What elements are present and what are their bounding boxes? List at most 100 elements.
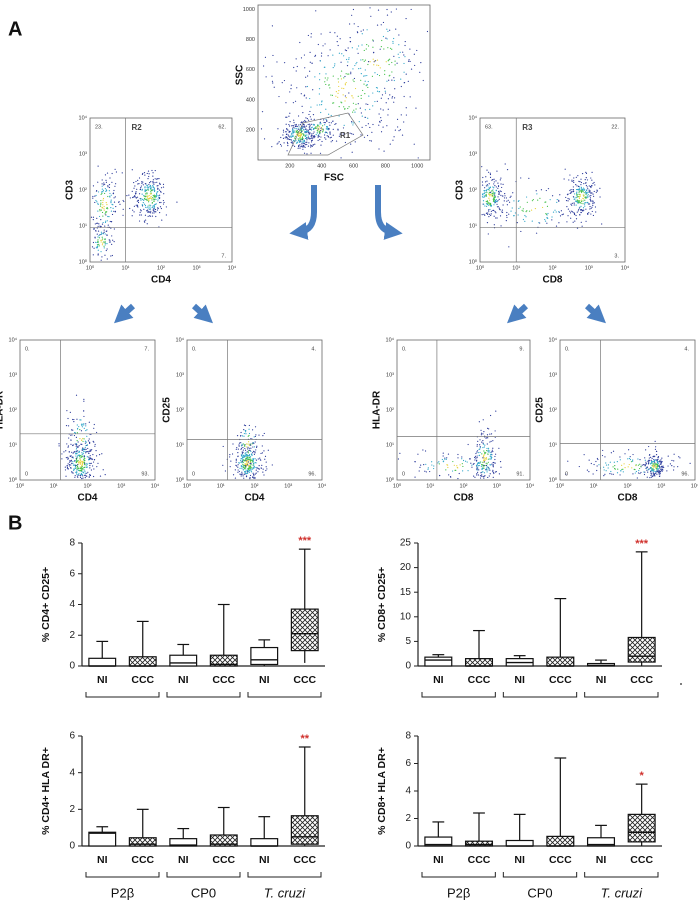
event-dot (658, 472, 660, 474)
event-dot (340, 61, 342, 63)
x-axis-label: CD4 (244, 493, 264, 504)
event-dot (81, 426, 84, 428)
event-dot (95, 247, 97, 249)
x-tick-label: 10⁰ (16, 482, 25, 489)
event-dot (307, 131, 309, 133)
event-dot (240, 473, 243, 475)
event-dot (485, 189, 488, 191)
event-dot (94, 241, 97, 243)
event-dot (492, 440, 494, 442)
event-dot (312, 114, 315, 116)
event-dot (131, 215, 133, 217)
event-dot (64, 469, 67, 471)
event-dot (67, 425, 70, 427)
event-dot (407, 60, 410, 62)
event-dot (76, 452, 78, 454)
event-dot (409, 48, 411, 50)
event-dot (101, 223, 104, 225)
event-dot (576, 211, 578, 213)
event-dot (306, 129, 308, 131)
event-dot (281, 82, 283, 84)
event-dot (596, 190, 599, 192)
event-dot (344, 75, 346, 78)
event-dot (82, 447, 84, 449)
event-dot (654, 470, 656, 473)
event-dot (350, 73, 352, 75)
event-dot (96, 466, 98, 468)
event-dot (565, 473, 567, 475)
event-dot (657, 457, 659, 459)
event-dot (78, 445, 80, 447)
event-dot (365, 48, 367, 50)
event-dot (355, 108, 357, 110)
event-dot (531, 200, 534, 202)
event-dot (66, 468, 69, 470)
event-dot (102, 238, 104, 240)
event-dot (616, 460, 618, 463)
event-dot (489, 452, 491, 454)
event-dot (136, 205, 138, 207)
event-dot (236, 435, 239, 437)
event-dot (388, 75, 390, 77)
event-dot (544, 220, 547, 222)
event-dot (597, 458, 599, 461)
event-dot (332, 120, 334, 122)
event-dot (578, 180, 580, 182)
event-dot (488, 189, 490, 191)
event-dot (303, 142, 305, 145)
event-dot (88, 441, 91, 444)
quadrant-value: 3. (614, 253, 619, 259)
event-dot (489, 186, 491, 189)
event-dot (495, 212, 497, 214)
event-dot (70, 455, 72, 457)
y-tick-label: 15 (400, 587, 412, 598)
event-dot (508, 246, 510, 248)
quadrant-value: 4. (311, 346, 316, 352)
event-dot (581, 172, 584, 175)
event-dot (628, 449, 630, 451)
event-dot (318, 130, 321, 132)
event-dot (580, 205, 582, 207)
event-dot (317, 136, 319, 138)
event-dot (72, 472, 74, 474)
y-tick-label: 10⁴ (386, 336, 395, 343)
event-dot (242, 469, 245, 471)
event-dot (287, 134, 289, 136)
event-dot (295, 58, 297, 60)
event-dot (340, 70, 343, 72)
event-dot (319, 138, 321, 141)
quadrant-value: 7. (144, 346, 149, 352)
event-dot (518, 207, 520, 210)
event-dot (239, 467, 241, 469)
event-dot (250, 464, 252, 466)
event-dot (648, 468, 650, 471)
event-dot (484, 451, 486, 454)
event-dot (650, 476, 653, 478)
event-dot (98, 245, 100, 247)
event-dot (612, 450, 615, 452)
event-dot (492, 471, 494, 473)
event-dot (82, 468, 84, 470)
event-dot (102, 199, 104, 201)
event-dot (309, 97, 311, 100)
event-dot (237, 452, 239, 454)
event-dot (137, 179, 139, 182)
event-dot (424, 450, 427, 452)
event-dot (484, 191, 486, 194)
event-dot (474, 456, 476, 459)
event-dot (157, 185, 159, 187)
event-dot (493, 198, 495, 201)
event-dot (590, 192, 592, 194)
event-dot (479, 439, 481, 441)
event-dot (484, 181, 487, 183)
event-dot (241, 443, 243, 445)
event-dot (657, 471, 659, 473)
event-dot (641, 464, 643, 466)
event-dot (328, 84, 330, 86)
event-dot (140, 214, 142, 216)
event-dot (103, 229, 105, 231)
event-dot (250, 462, 252, 465)
plot-frame (186, 339, 323, 481)
event-dot (535, 190, 537, 192)
event-dot (112, 239, 114, 241)
